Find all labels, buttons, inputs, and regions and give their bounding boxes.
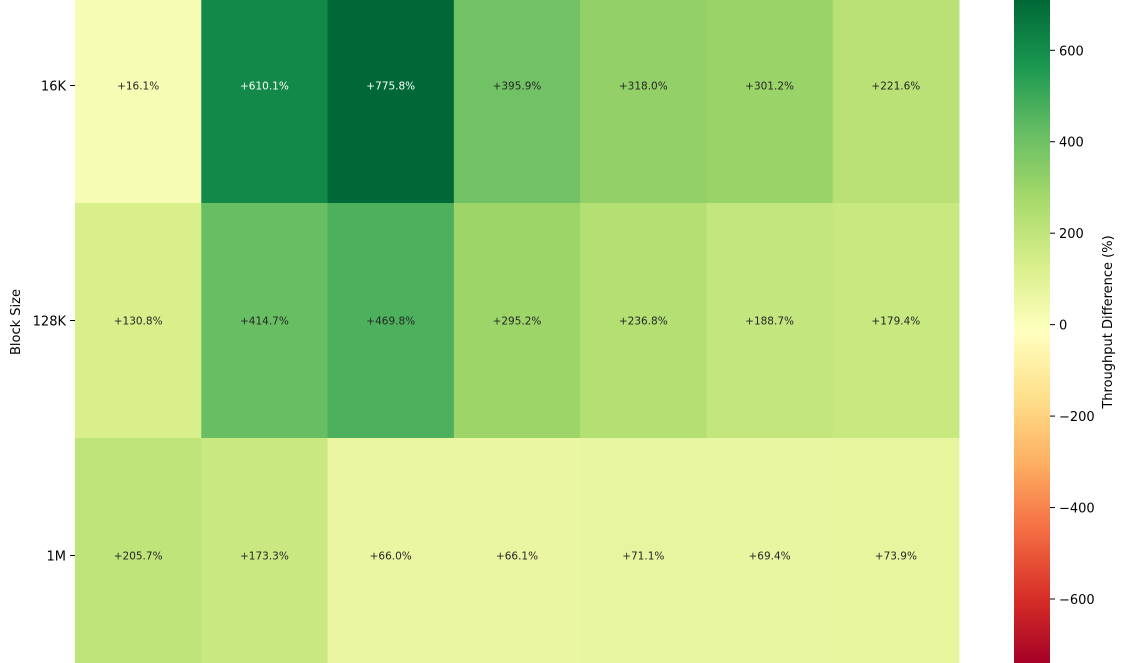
cell-value-label: +188.7% <box>745 316 794 328</box>
heatmap-cell <box>832 203 960 439</box>
cell-value-label: +295.2% <box>493 316 542 328</box>
heatmap-cell <box>832 0 960 204</box>
cell-value-label: +414.7% <box>240 316 289 328</box>
heatmap-cell <box>327 438 455 663</box>
heatmap-cell <box>580 0 707 204</box>
heatmap-cell <box>75 203 202 439</box>
cell-value-label: +16.1% <box>117 81 159 93</box>
colorbar-tick-label: −400 <box>1059 502 1095 517</box>
y-tick-label: 16K <box>41 80 67 95</box>
heatmap-cells <box>75 0 960 663</box>
heatmap-cell-labels: +16.1% +610.1% +775.8% +395.9% +318.0% +301.2… <box>114 81 921 563</box>
heatmap-cell <box>75 438 202 663</box>
heatmap-cell <box>706 203 834 439</box>
y-tick-label: 128K <box>33 315 67 330</box>
cell-value-label: +73.9% <box>875 551 917 563</box>
cell-value-label: +775.8% <box>366 81 415 93</box>
heatmap-cell <box>706 0 834 204</box>
cell-value-label: +395.9% <box>493 81 542 93</box>
cell-value-label: +66.1% <box>496 551 538 563</box>
heatmap-cell <box>453 438 581 663</box>
heatmap-cell <box>580 438 707 663</box>
colorbar <box>1014 0 1050 663</box>
heatmap-cell <box>832 438 960 663</box>
colorbar-tick-label: 200 <box>1059 227 1084 242</box>
colorbar-tick-label: −600 <box>1059 593 1095 608</box>
heatmap-cell <box>453 0 581 204</box>
heatmap-cell <box>201 438 329 663</box>
cell-value-label: +221.6% <box>871 81 920 93</box>
heatmap-cell <box>75 0 202 204</box>
colorbar-ticks: 600 400 200 0 −200 −400 −600 <box>1050 44 1095 608</box>
cell-value-label: +179.4% <box>871 316 920 328</box>
cell-value-label: +130.8% <box>114 316 163 328</box>
cell-value-label: +173.3% <box>240 551 289 563</box>
y-axis: 16K 128K 1M <box>33 80 75 565</box>
cell-value-label: +66.0% <box>370 551 412 563</box>
cell-value-label: +469.8% <box>366 316 415 328</box>
cell-value-label: +71.1% <box>622 551 664 563</box>
cell-value-label: +69.4% <box>748 551 790 563</box>
cell-value-label: +236.8% <box>619 316 668 328</box>
cell-value-label: +610.1% <box>240 81 289 93</box>
heatmap-cell <box>327 0 455 204</box>
heatmap-cell <box>201 203 329 439</box>
cell-value-label: +318.0% <box>619 81 668 93</box>
heatmap-cell <box>201 0 329 204</box>
colorbar-tick-label: 600 <box>1059 44 1084 59</box>
colorbar-tick-label: 0 <box>1059 319 1067 334</box>
y-tick-label: 1M <box>47 550 67 565</box>
cell-value-label: +301.2% <box>745 81 794 93</box>
heatmap-cell <box>706 438 834 663</box>
colorbar-label: Throughput Difference (%) <box>1101 235 1116 409</box>
cell-value-label: +205.7% <box>114 551 163 563</box>
colorbar-tick-label: −200 <box>1059 410 1095 425</box>
heatmap-cell <box>453 203 581 439</box>
heatmap-cell <box>327 203 455 439</box>
colorbar-tick-label: 400 <box>1059 136 1084 151</box>
heatmap-cell <box>580 203 707 439</box>
y-axis-label: Block Size <box>9 289 24 355</box>
